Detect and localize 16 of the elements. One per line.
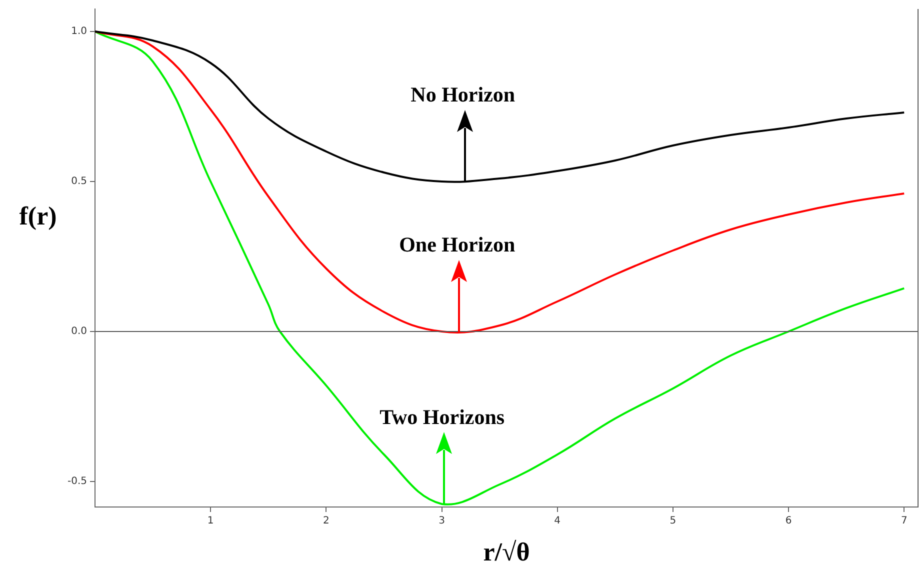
- x-tick-label: 1: [207, 516, 214, 527]
- y-axis-title: f(r): [19, 202, 57, 231]
- y-tick-label: -0.5: [67, 476, 87, 488]
- y-tick-label: 0.0: [71, 326, 87, 338]
- x-tick-label: 2: [322, 516, 330, 527]
- annotation: Two Horizons: [380, 405, 505, 429]
- x-tick-label: 5: [670, 516, 676, 527]
- x-axis-title: r/√θ: [483, 538, 530, 567]
- x-tick-label: 4: [554, 516, 561, 527]
- x-tick-label: 6: [785, 516, 792, 527]
- x-tick-label: 3: [438, 516, 445, 527]
- annotation: No Horizon: [410, 82, 516, 106]
- y-tick-label: 1.0: [71, 26, 87, 38]
- y-tick-label: 0.5: [71, 176, 87, 188]
- x-tick-label: 7: [900, 516, 908, 527]
- annotation: One Horizon: [399, 232, 516, 256]
